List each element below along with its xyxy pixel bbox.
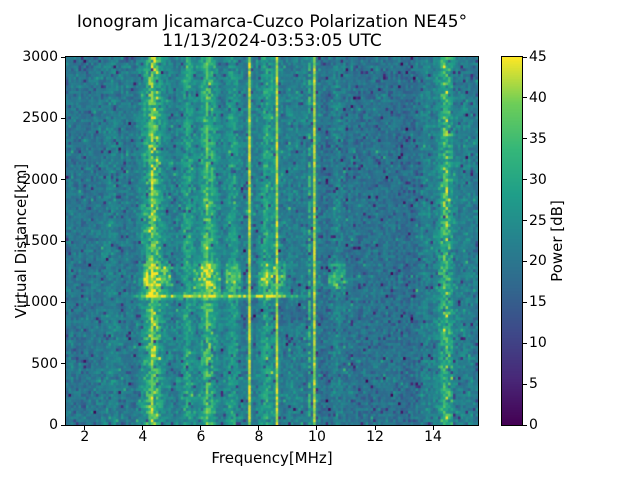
y-tick-mark <box>61 363 65 365</box>
y-tick-mark <box>61 117 65 119</box>
x-tick-mark <box>84 426 86 430</box>
x-tick-mark <box>432 426 434 430</box>
colorbar-tick-label: 35 <box>529 130 547 147</box>
y-tick-mark <box>61 179 65 181</box>
y-tick-mark <box>61 240 65 242</box>
x-tick-label: 8 <box>254 429 264 445</box>
y-tick-mark <box>61 301 65 303</box>
y-tick-label: 1000 <box>22 294 58 311</box>
colorbar-tick-mark <box>523 383 527 385</box>
colorbar-label: Power [dB] <box>548 200 566 282</box>
y-tick-label: 0 <box>49 417 58 433</box>
colorbar-tick-mark <box>523 260 527 262</box>
x-tick-mark <box>258 426 260 430</box>
x-tick-label: 4 <box>138 429 148 445</box>
colorbar-tick-label: 10 <box>529 335 547 352</box>
ionogram-heatmap-canvas <box>65 56 479 426</box>
x-tick-mark <box>316 426 318 430</box>
colorbar-tick-label: 5 <box>529 376 538 393</box>
colorbar-tick-mark <box>523 138 527 140</box>
x-tick-label: 6 <box>196 429 206 445</box>
x-tick-label: 10 <box>308 429 326 445</box>
colorbar-tick-mark <box>523 220 527 222</box>
colorbar-tick-mark <box>523 424 527 426</box>
chart-title: Ionogram Jicamarca-Cuzco Polarization NE… <box>76 12 468 32</box>
colorbar-tick-label: 15 <box>529 294 547 311</box>
x-tick-mark <box>374 426 376 430</box>
y-tick-label: 500 <box>31 355 58 372</box>
x-axis-label: Frequency[MHz] <box>211 449 333 467</box>
x-tick-mark <box>142 426 144 430</box>
y-tick-label: 2500 <box>22 110 58 127</box>
x-tick-mark <box>200 426 202 430</box>
y-tick-mark <box>61 56 65 58</box>
x-tick-label: 14 <box>424 429 442 445</box>
colorbar-tick-label: 30 <box>529 171 547 188</box>
y-tick-label: 3000 <box>22 49 58 65</box>
y-tick-label: 2000 <box>22 171 58 188</box>
x-tick-label: 12 <box>366 429 384 445</box>
colorbar-tick-label: 20 <box>529 253 547 270</box>
colorbar-tick-mark <box>523 97 527 99</box>
y-tick-label: 1500 <box>22 233 58 249</box>
colorbar-tick-mark <box>523 56 527 58</box>
chart-title-block: Ionogram Jicamarca-Cuzco Polarization NE… <box>46 13 498 51</box>
colorbar-tick-mark <box>523 179 527 181</box>
colorbar-tick-label: 0 <box>529 417 538 433</box>
colorbar-tick-mark <box>523 342 527 344</box>
colorbar-tick-label: 40 <box>529 89 547 106</box>
colorbar-tick-label: 45 <box>529 49 547 65</box>
colorbar-tick-label: 25 <box>529 212 547 229</box>
y-tick-mark <box>61 424 65 426</box>
chart-subtitle: 11/13/2024-03:53:05 UTC <box>162 31 382 51</box>
x-tick-label: 2 <box>80 429 90 445</box>
colorbar-gradient-canvas <box>501 56 523 426</box>
colorbar-tick-mark <box>523 301 527 303</box>
